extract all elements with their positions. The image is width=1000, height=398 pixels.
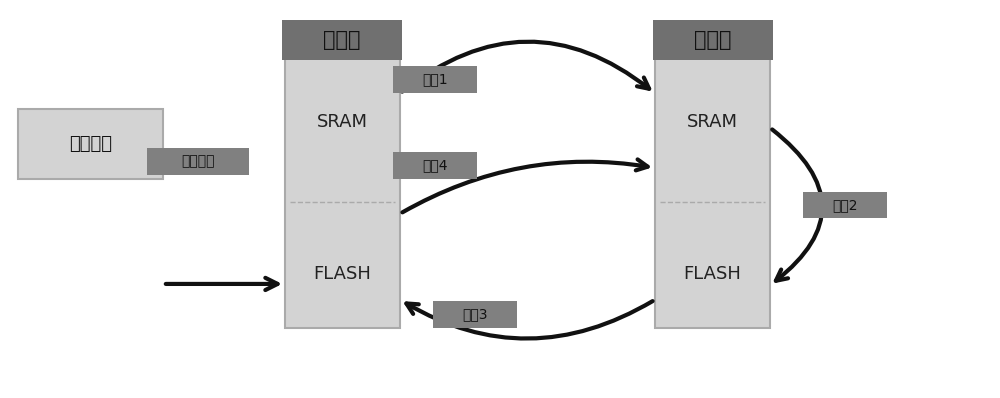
FancyBboxPatch shape (803, 192, 887, 218)
FancyBboxPatch shape (147, 148, 249, 174)
Text: 目标文件: 目标文件 (69, 135, 112, 153)
FancyBboxPatch shape (433, 301, 517, 328)
Text: 步骤2: 步骤2 (832, 198, 858, 212)
Text: SRAM: SRAM (317, 113, 368, 131)
FancyBboxPatch shape (393, 152, 477, 178)
FancyArrowPatch shape (772, 129, 822, 281)
Text: SRAM: SRAM (687, 113, 738, 131)
Text: 下位机: 下位机 (694, 30, 732, 50)
FancyBboxPatch shape (393, 66, 477, 93)
FancyBboxPatch shape (18, 109, 163, 179)
FancyArrowPatch shape (402, 160, 648, 213)
FancyBboxPatch shape (282, 20, 402, 60)
FancyBboxPatch shape (653, 20, 773, 60)
FancyArrowPatch shape (402, 42, 649, 92)
FancyBboxPatch shape (285, 42, 400, 328)
Text: FLASH: FLASH (684, 265, 741, 283)
FancyBboxPatch shape (655, 42, 770, 328)
FancyArrowPatch shape (406, 301, 653, 339)
Text: 步骤4: 步骤4 (422, 158, 448, 172)
Text: 步骤3: 步骤3 (462, 307, 488, 322)
Text: 上位机: 上位机 (323, 30, 361, 50)
Text: 准备工作: 准备工作 (181, 154, 215, 168)
Text: FLASH: FLASH (314, 265, 371, 283)
Text: 步骤1: 步骤1 (422, 72, 448, 87)
